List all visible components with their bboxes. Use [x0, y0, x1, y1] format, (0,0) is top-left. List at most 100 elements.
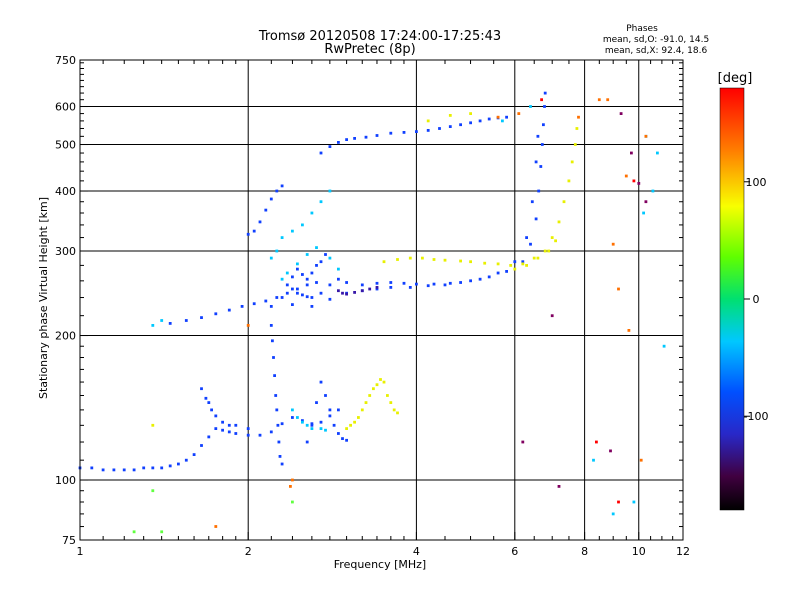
- data-point: [328, 283, 332, 287]
- data-point: [496, 262, 500, 266]
- data-point: [291, 416, 294, 419]
- data-point: [513, 260, 517, 264]
- data-point: [301, 223, 304, 227]
- data-point: [151, 466, 155, 470]
- data-point: [656, 151, 659, 155]
- data-point: [291, 500, 294, 504]
- data-point: [310, 296, 314, 299]
- data-point: [269, 324, 273, 327]
- data-point: [396, 411, 399, 415]
- data-point: [192, 453, 196, 456]
- data-point: [389, 131, 393, 135]
- data-point: [246, 324, 250, 327]
- data-point: [337, 267, 340, 271]
- x-tick-label: 4: [413, 545, 420, 558]
- data-point: [554, 239, 557, 243]
- data-point: [415, 282, 418, 286]
- data-point: [536, 134, 540, 138]
- data-point: [305, 423, 309, 427]
- data-point: [577, 115, 580, 119]
- data-point: [168, 464, 172, 468]
- data-point: [345, 427, 348, 430]
- data-point: [291, 408, 294, 412]
- data-point: [539, 165, 543, 168]
- data-point: [296, 287, 299, 291]
- data-point: [637, 182, 641, 185]
- data-point: [632, 500, 636, 504]
- data-point: [609, 449, 612, 453]
- data-point: [275, 408, 279, 412]
- data-point: [142, 466, 146, 470]
- data-point: [521, 260, 525, 264]
- data-point: [291, 478, 294, 482]
- data-point: [252, 229, 256, 233]
- data-point: [540, 143, 544, 146]
- data-point: [207, 401, 211, 404]
- data-point: [258, 433, 262, 437]
- data-point: [382, 260, 386, 264]
- data-point: [328, 414, 332, 418]
- data-point: [505, 115, 508, 119]
- data-point: [274, 394, 278, 397]
- data-point: [630, 151, 633, 155]
- data-point: [90, 466, 94, 470]
- data-point: [280, 184, 284, 188]
- data-point: [509, 264, 513, 267]
- data-point: [310, 271, 314, 275]
- data-point: [379, 378, 382, 381]
- data-point: [310, 422, 314, 426]
- phase-summary-x: mean, sd,X: 92.4, 18.6: [605, 46, 708, 56]
- data-point: [319, 291, 323, 295]
- data-point: [151, 423, 155, 427]
- data-point: [246, 433, 250, 437]
- y-axis-ticks: 75 100 200 300 400 500 600 750: [55, 54, 683, 547]
- data-point: [478, 277, 482, 281]
- data-point: [501, 119, 504, 123]
- data-point: [562, 200, 566, 204]
- x-tick-label: 6: [511, 545, 518, 558]
- data-point: [291, 229, 294, 233]
- data-point: [324, 394, 327, 397]
- data-point: [285, 291, 289, 295]
- data-point: [469, 260, 472, 264]
- data-point: [264, 299, 268, 303]
- data-point: [200, 316, 203, 319]
- data-point: [611, 242, 615, 246]
- data-point: [319, 260, 323, 264]
- data-point: [487, 275, 491, 279]
- data-point: [337, 277, 340, 281]
- colorbar-tick-label: -100: [744, 410, 769, 423]
- data-point: [296, 291, 299, 295]
- data-point: [310, 305, 314, 308]
- phase-summary: Phases mean, sd,O: -91.0, 14.5 mean, sd,…: [603, 24, 709, 56]
- data-point: [328, 189, 332, 193]
- colorbar: [deg] 100 0 -100: [718, 71, 769, 511]
- data-point: [207, 435, 211, 439]
- data-point: [214, 414, 218, 418]
- data-point: [375, 287, 379, 291]
- data-point: [258, 220, 262, 224]
- data-point: [337, 408, 340, 412]
- data-point: [415, 130, 418, 133]
- data-point: [438, 127, 441, 130]
- data-point: [234, 432, 238, 435]
- y-tick-label: 300: [55, 245, 76, 258]
- data-point: [459, 281, 462, 284]
- data-point: [364, 135, 368, 139]
- data-point: [364, 401, 368, 404]
- data-point: [372, 387, 375, 391]
- data-point: [644, 134, 648, 138]
- x-tick-label: 2: [245, 545, 252, 558]
- data-point: [291, 287, 294, 291]
- data-point: [392, 408, 396, 412]
- chart-title: Tromsø 20120508 17:24:00-17:25:43: [258, 29, 501, 44]
- data-point: [443, 283, 447, 287]
- data-point: [529, 242, 532, 246]
- data-point: [341, 437, 344, 440]
- data-point: [296, 416, 299, 419]
- data-point: [353, 291, 356, 294]
- data-point: [530, 200, 534, 204]
- y-tick-label: 75: [62, 534, 76, 547]
- data-point: [547, 249, 551, 253]
